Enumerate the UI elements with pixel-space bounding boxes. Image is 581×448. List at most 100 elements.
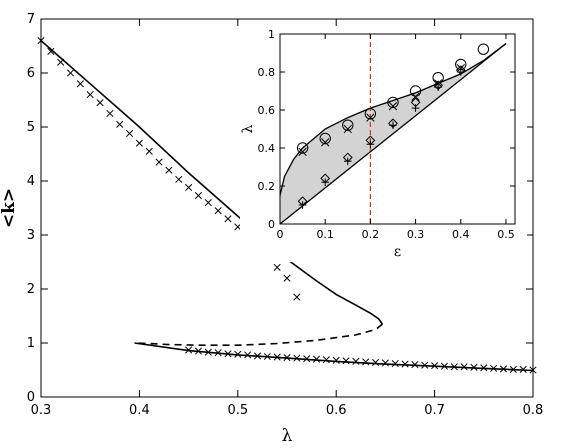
main-x-marker [234, 223, 242, 231]
main-x-marker [165, 166, 173, 174]
inset-plus-marker [456, 68, 465, 76]
main-x-marker [362, 358, 370, 366]
main-x-marker [303, 355, 311, 363]
main-ticks: 0.3 0.4 0.5 0.6 0.7 0.8 0 1 2 3 4 5 6 7 [27, 12, 544, 418]
main-x-marker [283, 354, 291, 362]
inset-x-marker [298, 147, 307, 156]
inset-x-tick-label: 0.4 [452, 228, 470, 241]
main-x-marker [204, 348, 212, 356]
main-x-tick-label: 0.3 [31, 403, 52, 418]
main-x-tick-label: 0.4 [129, 403, 150, 418]
main-chart: 0.3 0.4 0.5 0.6 0.7 0.8 0 1 2 3 4 5 6 7 λ <k> [0, 12, 543, 446]
main-x-marker [86, 91, 94, 99]
main-x-marker [145, 147, 153, 155]
main-x-marker [480, 364, 488, 372]
inset-plus-marker [434, 83, 442, 91]
main-y-tick-label: 7 [27, 12, 35, 27]
main-y-tick-label: 5 [27, 120, 35, 135]
inset-y-tick-label: 0.8 [258, 66, 276, 79]
main-x-marker [224, 215, 232, 223]
main-x-marker [293, 293, 301, 301]
inset-y-tick-label: 1 [268, 28, 275, 41]
inset-y-tick-label: 0.2 [258, 180, 276, 193]
main-x-marker [293, 354, 301, 362]
inset-x-marker [366, 113, 375, 122]
main-x-axis-label: λ [282, 426, 293, 446]
inset-circle-marker [387, 96, 399, 109]
main-x-marker [372, 358, 380, 366]
inset-y-axis-label: λ [240, 124, 256, 133]
main-x-marker [440, 362, 448, 370]
inset-data-layer [279, 34, 507, 225]
main-data-layer [37, 37, 537, 374]
inset-circle-marker [296, 142, 309, 154]
inset-plus-marker [298, 201, 307, 209]
main-x-marker [332, 356, 340, 364]
main-x-marker [135, 139, 143, 147]
main-x-marker [106, 109, 114, 118]
main-x-marker [460, 363, 468, 371]
inset-plus-marker [411, 104, 420, 112]
main-x-marker [499, 365, 508, 373]
main-x-marker [66, 69, 75, 77]
main-y-tick-label: 4 [27, 174, 35, 189]
main-y-tick-label: 0 [27, 390, 35, 405]
main-x-marker [76, 80, 84, 88]
main-x-tick-label: 0.5 [227, 403, 248, 418]
inset-x-tick-label: 0.5 [497, 228, 515, 241]
main-x-marker [253, 352, 262, 360]
inset-x-axis-label: ε [394, 244, 401, 260]
main-x-tick-label: 0.7 [424, 403, 445, 418]
main-x-marker [185, 346, 193, 354]
inset-lower-boundary [279, 42, 507, 225]
inset-circle-marker [319, 132, 331, 145]
main-x-marker [322, 356, 330, 364]
main-y-axis-label: <k> [0, 188, 19, 228]
main-solid-line-2 [134, 342, 534, 372]
inset-y-tick-label: 0.4 [258, 142, 276, 155]
main-x-marker [519, 365, 527, 374]
main-x-marker [224, 350, 232, 358]
inset-x-marker [321, 138, 330, 147]
main-x-marker [244, 351, 252, 359]
main-y-tick-label: 2 [27, 282, 35, 297]
main-x-marker [273, 263, 281, 271]
main-x-marker [283, 274, 291, 282]
inset-y-tick-label: 0.6 [258, 104, 276, 117]
inset-circle-marker [364, 108, 377, 120]
main-x-marker [411, 361, 419, 369]
main-x-marker [391, 359, 399, 368]
main-x-marker [352, 357, 360, 365]
main-x-marker [214, 349, 222, 357]
main-x-marker [194, 192, 202, 200]
inset-plot-frame [279, 33, 516, 225]
inset-plus-marker [366, 140, 375, 148]
inset-chart: 0 0.1 0.2 0.3 0.4 0.5 0 0.2 0.4 0.6 0.8 1 ε λ [240, 26, 527, 262]
inset-x-marker [388, 102, 398, 111]
main-x-marker [194, 347, 202, 355]
inset-x-tick-label: 0 [277, 228, 284, 241]
main-x-marker [96, 99, 104, 107]
inset-circle-marker [477, 43, 490, 55]
main-x-marker [490, 364, 498, 372]
main-x-marker [421, 361, 429, 369]
main-x-marker [470, 363, 478, 371]
inset-x-marker [343, 124, 352, 134]
inset-circle-marker [342, 119, 354, 131]
inset-x-tick-label: 0.3 [407, 228, 425, 241]
inset-x-marker [411, 92, 420, 101]
main-x-marker [175, 175, 183, 183]
main-x-marker [155, 158, 163, 166]
main-x-marker [381, 359, 389, 367]
main-y-tick-label: 3 [27, 228, 35, 243]
inset-ticks: 0 0.1 0.2 0.3 0.4 0.5 0 0.2 0.4 0.6 0.8 1 [258, 28, 515, 241]
main-solid-line-0 [40, 39, 384, 325]
main-x-marker [273, 353, 281, 361]
main-x-marker [342, 357, 350, 365]
main-x-marker [47, 47, 55, 55]
inset-plus-marker [389, 121, 397, 129]
main-x-marker [185, 183, 193, 192]
inset-plus-marker [321, 178, 329, 186]
main-x-marker [126, 129, 134, 138]
